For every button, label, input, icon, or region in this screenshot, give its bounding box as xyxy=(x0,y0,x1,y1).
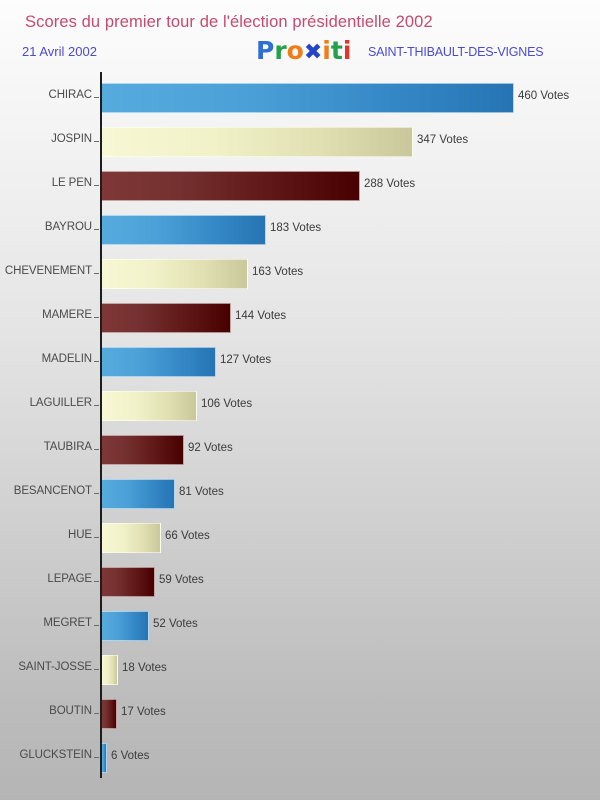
bar-category-label: LEPAGE xyxy=(47,573,92,585)
bar[interactable] xyxy=(102,699,117,729)
bar-row: SAINT-JOSSE 18 Votes xyxy=(0,648,600,692)
bar-row: TAUBIRA 92 Votes xyxy=(0,428,600,472)
axis-tick xyxy=(94,97,99,98)
axis-tick xyxy=(94,317,99,318)
bar-value-label: 288 Votes xyxy=(364,178,416,190)
bar-row: CHEVENEMENT 163 Votes xyxy=(0,252,600,296)
bar[interactable] xyxy=(102,743,107,773)
axis-tick xyxy=(94,625,99,626)
proxiti-logo[interactable]: Pro✖iti xyxy=(256,38,351,66)
axis-tick xyxy=(94,449,99,450)
bar-category-label: BESANCENOT xyxy=(13,485,92,497)
logo-letter-i2: i xyxy=(342,36,352,65)
bar-row: LE PEN 288 Votes xyxy=(0,164,600,208)
bar-value-label: 66 Votes xyxy=(165,530,210,542)
bar-category-label: SAINT-JOSSE xyxy=(18,661,92,673)
axis-tick xyxy=(94,713,99,714)
bar-value-label: 17 Votes xyxy=(121,706,166,718)
bar[interactable] xyxy=(102,611,149,641)
bar-value-label: 18 Votes xyxy=(122,662,167,674)
bar-row: BAYROU 183 Votes xyxy=(0,208,600,252)
bar-row: GLUCKSTEIN 6 Votes xyxy=(0,736,600,780)
bar-category-label: BAYROU xyxy=(44,221,92,233)
logo-letter-o: o xyxy=(286,36,304,65)
city-name: SAINT-THIBAULT-DES-VIGNES xyxy=(368,45,544,59)
bar-category-label: MEGRET xyxy=(43,617,92,629)
bar[interactable] xyxy=(102,435,184,465)
axis-tick xyxy=(94,229,99,230)
axis-tick xyxy=(94,405,99,406)
axis-tick xyxy=(94,361,99,362)
bar[interactable] xyxy=(102,171,360,201)
bar-category-label: TAUBIRA xyxy=(43,441,92,453)
bar[interactable] xyxy=(102,259,248,289)
chart-date: 21 Avril 2002 xyxy=(22,44,97,59)
bar-value-label: 92 Votes xyxy=(188,442,233,454)
bar-row: MADELIN 127 Votes xyxy=(0,340,600,384)
bar-value-label: 52 Votes xyxy=(153,618,198,630)
bar-value-label: 163 Votes xyxy=(252,266,304,278)
bar[interactable] xyxy=(102,347,216,377)
bar-category-label: HUE xyxy=(68,529,92,541)
bar-value-label: 144 Votes xyxy=(235,310,287,322)
bar-value-label: 127 Votes xyxy=(220,354,272,366)
logo-letter-t: t xyxy=(330,36,343,65)
y-axis-line xyxy=(100,72,102,778)
bar-row: HUE 66 Votes xyxy=(0,516,600,560)
bar-row: LEPAGE 59 Votes xyxy=(0,560,600,604)
bar[interactable] xyxy=(102,127,413,157)
bar-value-label: 183 Votes xyxy=(270,222,322,234)
bar[interactable] xyxy=(102,83,514,113)
axis-tick xyxy=(94,669,99,670)
bar-row: BESANCENOT 81 Votes xyxy=(0,472,600,516)
bar[interactable] xyxy=(102,655,118,685)
axis-tick xyxy=(94,581,99,582)
axis-tick xyxy=(94,757,99,758)
bar-row: MAMERE 144 Votes xyxy=(0,296,600,340)
bar-chart-plot: CHIRAC 460 Votes JOSPIN 347 Votes LE PEN 288 … xyxy=(0,72,600,800)
bar-category-label: CHIRAC xyxy=(48,89,93,101)
bar-category-label: LAGUILLER xyxy=(29,397,92,409)
bar-category-label: MAMERE xyxy=(42,309,92,321)
axis-tick xyxy=(94,537,99,538)
bar-value-label: 6 Votes xyxy=(111,750,150,762)
axis-tick xyxy=(94,185,99,186)
logo-letter-r: r xyxy=(274,36,287,65)
bar[interactable] xyxy=(102,523,161,553)
bar[interactable] xyxy=(102,391,197,421)
bar-category-label: MADELIN xyxy=(41,353,93,365)
bar[interactable] xyxy=(102,303,231,333)
axis-tick xyxy=(94,141,99,142)
bar-value-label: 59 Votes xyxy=(159,574,204,586)
bar-row: CHIRAC 460 Votes xyxy=(0,76,600,120)
bar-row: LAGUILLER 106 Votes xyxy=(0,384,600,428)
bar-category-label: BOUTIN xyxy=(49,705,92,717)
bar[interactable] xyxy=(102,479,175,509)
axis-tick xyxy=(94,493,99,494)
bar-row: MEGRET 52 Votes xyxy=(0,604,600,648)
logo-letter-p: P xyxy=(256,36,275,65)
bar-value-label: 81 Votes xyxy=(179,486,224,498)
page-title: Scores du premier tour de l'élection pré… xyxy=(25,13,433,31)
bar[interactable] xyxy=(102,567,155,597)
bar-value-label: 106 Votes xyxy=(201,398,253,410)
bar-value-label: 347 Votes xyxy=(417,134,469,146)
bar-row: BOUTIN 17 Votes xyxy=(0,692,600,736)
bar-category-label: GLUCKSTEIN xyxy=(19,749,93,761)
logo-letter-i1: i xyxy=(322,36,331,65)
axis-tick xyxy=(94,273,99,274)
bar-value-label: 460 Votes xyxy=(518,90,570,102)
logo-letter-x: ✖ xyxy=(303,40,323,65)
bar[interactable] xyxy=(102,215,266,245)
chart-header: Scores du premier tour de l'élection pré… xyxy=(0,0,600,72)
bar-category-label: LE PEN xyxy=(51,177,92,189)
bar-category-label: JOSPIN xyxy=(51,133,92,145)
bar-row: JOSPIN 347 Votes xyxy=(0,120,600,164)
bar-category-label: CHEVENEMENT xyxy=(4,265,92,277)
